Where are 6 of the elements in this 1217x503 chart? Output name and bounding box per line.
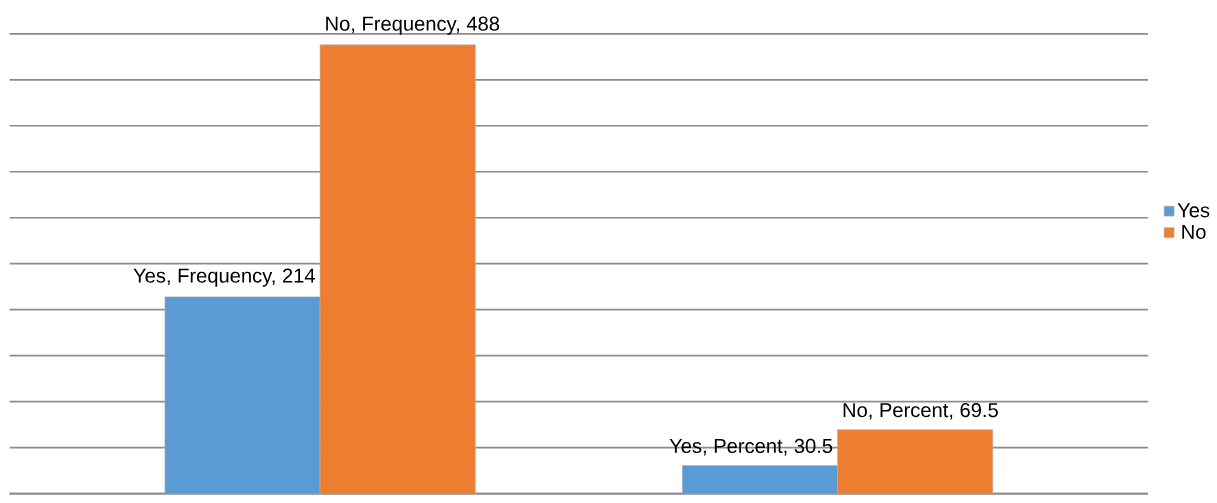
data-label: No, Percent, 69.5 <box>843 402 998 420</box>
legend-label: No <box>1182 224 1206 239</box>
data-label: Yes, Frequency, 214 <box>133 268 315 287</box>
data-label: Yes, Percent, 30.5 <box>669 438 833 456</box>
legend-label: Yes <box>1177 203 1210 218</box>
data-label: No, Frequency, 488 <box>326 16 500 35</box>
